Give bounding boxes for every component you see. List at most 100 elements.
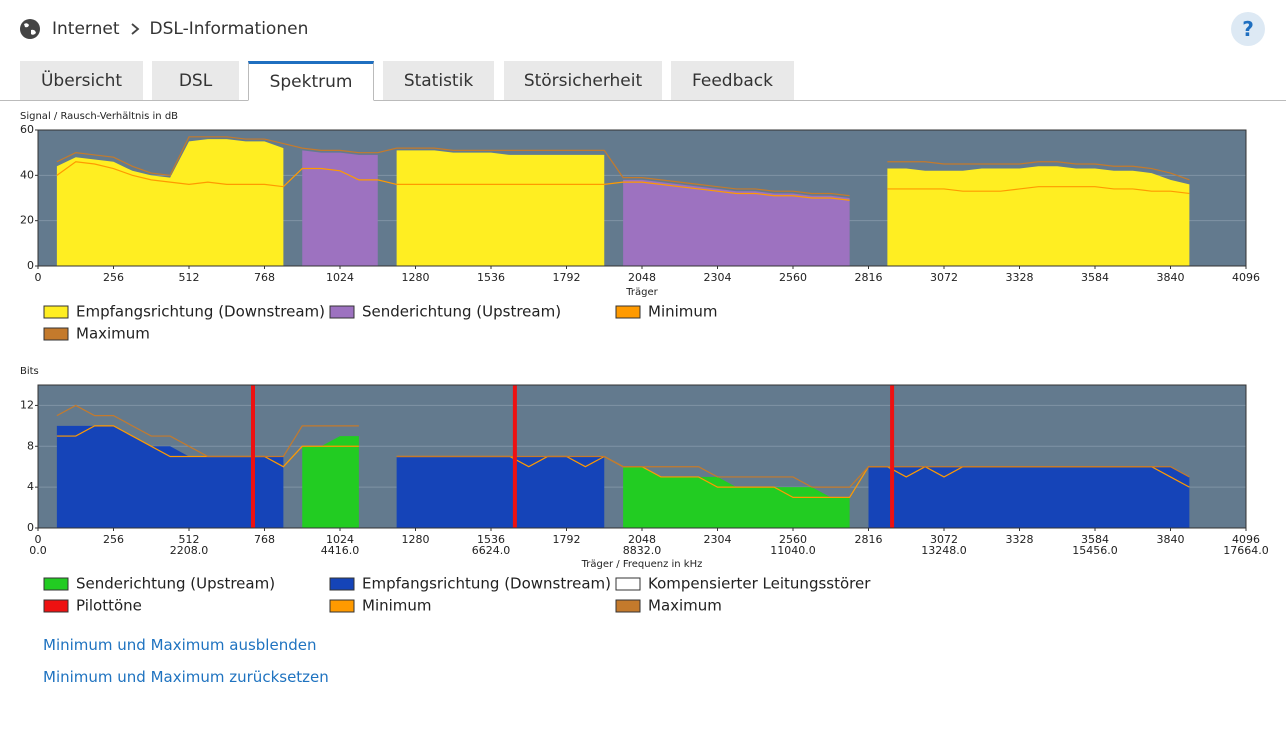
legend-swatch — [43, 577, 69, 591]
plot-frame — [37, 129, 1247, 267]
area — [56, 139, 284, 266]
x-tick-label: 3328 — [1006, 271, 1034, 284]
globe-icon — [20, 19, 40, 39]
area — [56, 425, 284, 528]
line — [56, 136, 850, 197]
x-tick-label: 4096 — [1232, 271, 1260, 284]
x-tick-label: 768 — [254, 271, 275, 284]
area — [302, 436, 359, 528]
x-tick-label: 3840 — [1157, 533, 1185, 546]
x2-tick-label: 0.0 — [29, 544, 47, 557]
legend-swatch — [43, 305, 69, 319]
legend-swatch — [329, 599, 355, 613]
area — [396, 456, 605, 528]
tab[interactable]: Spektrum — [248, 61, 374, 101]
x-tick-label: 512 — [179, 271, 200, 284]
area — [623, 466, 850, 528]
x2-tick-label: 4416.0 — [321, 544, 360, 557]
x-tick-label: 256 — [103, 533, 124, 546]
tab[interactable]: Störsicherheit — [504, 61, 662, 100]
y-tick-label: 4 — [27, 480, 34, 493]
x2-tick-label: 17664.0 — [1223, 544, 1269, 557]
y-tick-label: 0 — [27, 259, 34, 272]
breadcrumb-item: DSL-Informationen — [149, 19, 309, 39]
x-axis-label: Träger / Frequenz in kHz — [581, 559, 703, 570]
y-tick-label: 8 — [27, 439, 34, 452]
legend-swatch — [615, 305, 641, 319]
x-tick-label: 1792 — [553, 533, 581, 546]
x-tick-label: 3840 — [1157, 271, 1185, 284]
x-tick-label: 0 — [35, 533, 42, 546]
legend-label: Maximum — [76, 325, 150, 343]
legend-label: Minimum — [362, 597, 432, 615]
x-tick-label: 4096 — [1232, 533, 1260, 546]
x2-tick-label: 11040.0 — [770, 544, 816, 557]
legend-swatch — [615, 577, 641, 591]
line — [887, 186, 1190, 195]
legend-label: Minimum — [648, 303, 718, 321]
charts: Signal / Rausch-Verhältnis in dB02040600… — [20, 111, 1269, 615]
legend-swatch — [43, 599, 69, 613]
breadcrumb-separator — [130, 23, 139, 35]
y-tick-label: 20 — [20, 214, 34, 227]
help-button[interactable]: ? — [1231, 12, 1265, 46]
area — [623, 179, 850, 266]
link[interactable]: Minimum und Maximum zurücksetzen — [43, 668, 329, 686]
y-tick-label: 12 — [20, 398, 34, 411]
line — [56, 404, 359, 458]
breadcrumb: Internet DSL-Informationen — [18, 16, 318, 42]
x-tick-label: 1536 — [477, 271, 505, 284]
y-axis-label: Signal / Rausch-Verhältnis in dB — [20, 111, 178, 122]
breadcrumb-item[interactable]: Internet — [52, 19, 120, 39]
x-tick-label: 2560 — [779, 271, 807, 284]
x-tick-label: 1536 — [477, 533, 505, 546]
x-tick-label: 768 — [254, 533, 275, 546]
x2-tick-label: 15456.0 — [1072, 544, 1118, 557]
x-tick-label: 3328 — [1006, 533, 1034, 546]
x-tick-label: 2304 — [704, 271, 732, 284]
x-tick-label: 3072 — [930, 533, 958, 546]
legend-label: Senderichtung (Upstream) — [362, 303, 561, 321]
x-tick-label: 2304 — [704, 533, 732, 546]
line — [887, 161, 1190, 181]
legend-swatch — [43, 327, 69, 341]
legend-label: Empfangsrichtung (Downstream) — [362, 575, 611, 593]
x-tick-label: 2816 — [855, 271, 883, 284]
x-tick-label: 1792 — [553, 271, 581, 284]
x-tick-label: 3584 — [1081, 271, 1109, 284]
x-tick-label: 1024 — [326, 271, 354, 284]
area — [887, 166, 1190, 266]
x-tick-label: 2048 — [628, 271, 656, 284]
x-tick-label: 1280 — [402, 271, 430, 284]
x-tick-label: 512 — [179, 533, 200, 546]
x2-tick-label: 2208.0 — [170, 544, 209, 557]
plot-frame — [37, 384, 1247, 529]
x-tick-label: 2816 — [855, 533, 883, 546]
x2-tick-label: 13248.0 — [921, 544, 967, 557]
tab[interactable]: Statistik — [383, 61, 494, 100]
legend-label: Maximum — [648, 597, 722, 615]
y-tick-label: 60 — [20, 123, 34, 136]
x-tick-label: 256 — [103, 271, 124, 284]
y-tick-label: 0 — [27, 521, 34, 534]
tab[interactable]: DSL — [152, 61, 239, 100]
legend-label: Senderichtung (Upstream) — [76, 575, 275, 593]
x2-tick-label: 6624.0 — [472, 544, 511, 557]
y-axis-label: Bits — [20, 366, 39, 377]
legend-swatch — [329, 305, 355, 319]
link[interactable]: Minimum und Maximum ausblenden — [43, 636, 317, 654]
tab-bar: Übersicht DSL Spektrum Statistik Störsicherh… — [0, 61, 1286, 101]
legend-label: Pilottöne — [76, 597, 142, 615]
x-tick-label: 0 — [35, 271, 42, 284]
x-tick-label: 2048 — [628, 533, 656, 546]
x-tick-label: 1280 — [402, 533, 430, 546]
tab[interactable]: Übersicht — [20, 61, 143, 100]
area — [868, 466, 1190, 528]
tab[interactable]: Feedback — [671, 61, 794, 100]
area — [396, 150, 605, 266]
legend-label: Empfangsrichtung (Downstream) — [76, 303, 325, 321]
legend-label: Kompensierter Leitungsstörer — [648, 575, 871, 593]
y-tick-label: 40 — [20, 168, 34, 181]
x-tick-label: 1024 — [326, 533, 354, 546]
